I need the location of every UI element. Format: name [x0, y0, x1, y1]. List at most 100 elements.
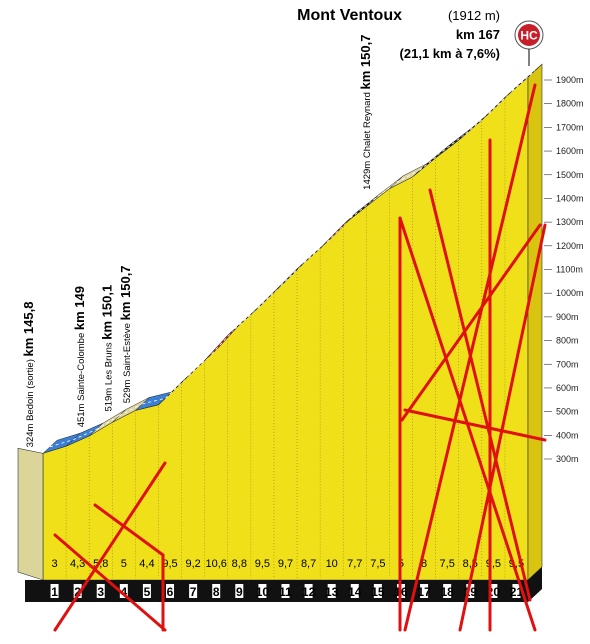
gradient-value: 4,3 [70, 558, 85, 570]
axis-layer: 300m400m500m600m700m800m900m1000m1100m12… [25, 75, 584, 602]
waypoint-label: 1429m Chalet Reynard km 150,7 [358, 35, 373, 190]
km-marker: 7 [190, 585, 197, 599]
km-marker: 11 [279, 585, 292, 599]
ridge-centerline [49, 439, 74, 448]
km-marker-bg [466, 584, 475, 598]
gradient-value: 7,7 [347, 558, 362, 570]
summit-altitude: (1912 m) [448, 8, 500, 23]
waypoint-label: 529m Saint-Estève km 150,7 [118, 265, 133, 403]
strike-line [400, 223, 542, 422]
km-marker: 15 [371, 585, 385, 599]
altitude-tick-label: 600m [556, 383, 579, 393]
altitude-tick-label: 1700m [556, 122, 584, 132]
waypoint-name: 1429m Chalet Reynard [362, 89, 373, 189]
gradient-value: 7,5 [370, 558, 385, 570]
altitude-tick-label: 1000m [556, 288, 584, 298]
km-marker-bg [281, 584, 290, 598]
ridge-centerline [95, 415, 120, 430]
km-marker: 13 [325, 585, 339, 599]
km-marker-bg [212, 584, 221, 598]
km-marker: 12 [302, 585, 316, 599]
altitude-tick-label: 800m [556, 336, 579, 346]
altitude-tick-label: 900m [556, 312, 579, 322]
altitude-tick-label: 700m [556, 359, 579, 369]
gradient-value: 7,5 [440, 558, 455, 570]
strike-line [428, 188, 532, 602]
altitude-tick-label: 1100m [556, 265, 583, 275]
waypoint-label: 324m Bedoin (sortie) km 145,8 [21, 302, 36, 448]
waypoint-label: 519m Les Bruns km 150,1 [100, 285, 115, 412]
km-marker-bg [512, 584, 521, 598]
altitude-tick-label: 1800m [556, 99, 584, 109]
gradient-value: 9,7 [278, 558, 293, 570]
km-marker-bg [189, 584, 198, 598]
summit-km: km 167 [456, 27, 500, 42]
gradient-value: 10,6 [206, 558, 227, 570]
km-marker-bg [327, 584, 336, 598]
gradient-value: 9,5 [162, 558, 177, 570]
gradient-value: 4,4 [139, 558, 154, 570]
altitude-tick-label: 1500m [556, 170, 584, 180]
km-marker-bg [304, 584, 313, 598]
km-marker: 9 [236, 585, 243, 599]
gradient-value: 9,5 [486, 558, 501, 570]
km-marker-bg [119, 584, 128, 598]
altitude-tick-label: 1600m [556, 146, 584, 156]
gradient-value: 8,7 [301, 558, 316, 570]
km-marker: 2 [74, 585, 81, 599]
summit-name: Mont Ventoux [297, 7, 402, 24]
altitude-tick-label: 1400m [556, 193, 584, 203]
km-marker: 8 [213, 585, 220, 599]
ridge-centerline [373, 181, 397, 201]
strike-line [53, 461, 167, 632]
km-marker: 14 [348, 585, 362, 599]
km-marker-bg [443, 584, 452, 598]
strike-layer [53, 83, 547, 632]
strike-line [403, 408, 547, 442]
strike-line [53, 533, 167, 632]
strike-line [93, 503, 165, 557]
altitude-tick-label: 300m [556, 454, 579, 464]
gradient-value: 9,5 [255, 558, 270, 570]
km-marker-bg [489, 584, 498, 598]
altitude-tick-label: 1200m [556, 241, 584, 251]
km-marker-bg [373, 584, 382, 598]
km-marker: 3 [97, 585, 104, 599]
km-marker-bg [50, 584, 59, 598]
waypoint-label: 451m Sainte-Colombe km 149 [72, 286, 87, 427]
waypoint-km: km 150,1 [100, 285, 115, 340]
profile-area [42, 76, 529, 581]
gradient-value: 5 [121, 558, 127, 570]
waypoint-km: km 150,7 [358, 35, 373, 90]
km-baseline-start [25, 580, 43, 602]
waypoint-name: 324m Bedoin (sortie) [25, 356, 36, 447]
km-marker-bg [73, 584, 82, 598]
km-marker-bg [420, 584, 429, 598]
km-marker: 17 [417, 585, 431, 599]
profile-fill-layer [17, 63, 543, 581]
gradient-value: 9,2 [185, 558, 200, 570]
altitude-tick-label: 400m [556, 430, 579, 440]
km-marker-bg [142, 584, 151, 598]
waypoint-km: km 145,8 [21, 302, 36, 357]
km-marker: 10 [256, 585, 270, 599]
gradient-ridge-layer [42, 63, 543, 454]
gradient-value: 3 [51, 558, 57, 570]
summit-info: Mont Ventoux (1912 m) km 167 (21,1 km à … [297, 7, 544, 66]
profile-side-panel [527, 63, 543, 581]
km-marker-bg [258, 584, 267, 598]
strike-line [458, 223, 547, 632]
km-marker: 1 [51, 585, 58, 599]
km-marker: 18 [440, 585, 454, 599]
altitude-tick-label: 1300m [556, 217, 584, 227]
km-marker-bg [96, 584, 105, 598]
hc-badge-label: HC [520, 29, 538, 43]
climb-stats: (21,1 km à 7,6%) [400, 46, 500, 61]
km-marker-bg [166, 584, 175, 598]
gradient-value: 8 [421, 558, 427, 570]
waypoint-name: 451m Sainte-Colombe [76, 330, 87, 427]
ridge-centerline [349, 199, 374, 219]
ridge-centerline [419, 151, 443, 171]
km-marker: 4 [120, 585, 127, 599]
